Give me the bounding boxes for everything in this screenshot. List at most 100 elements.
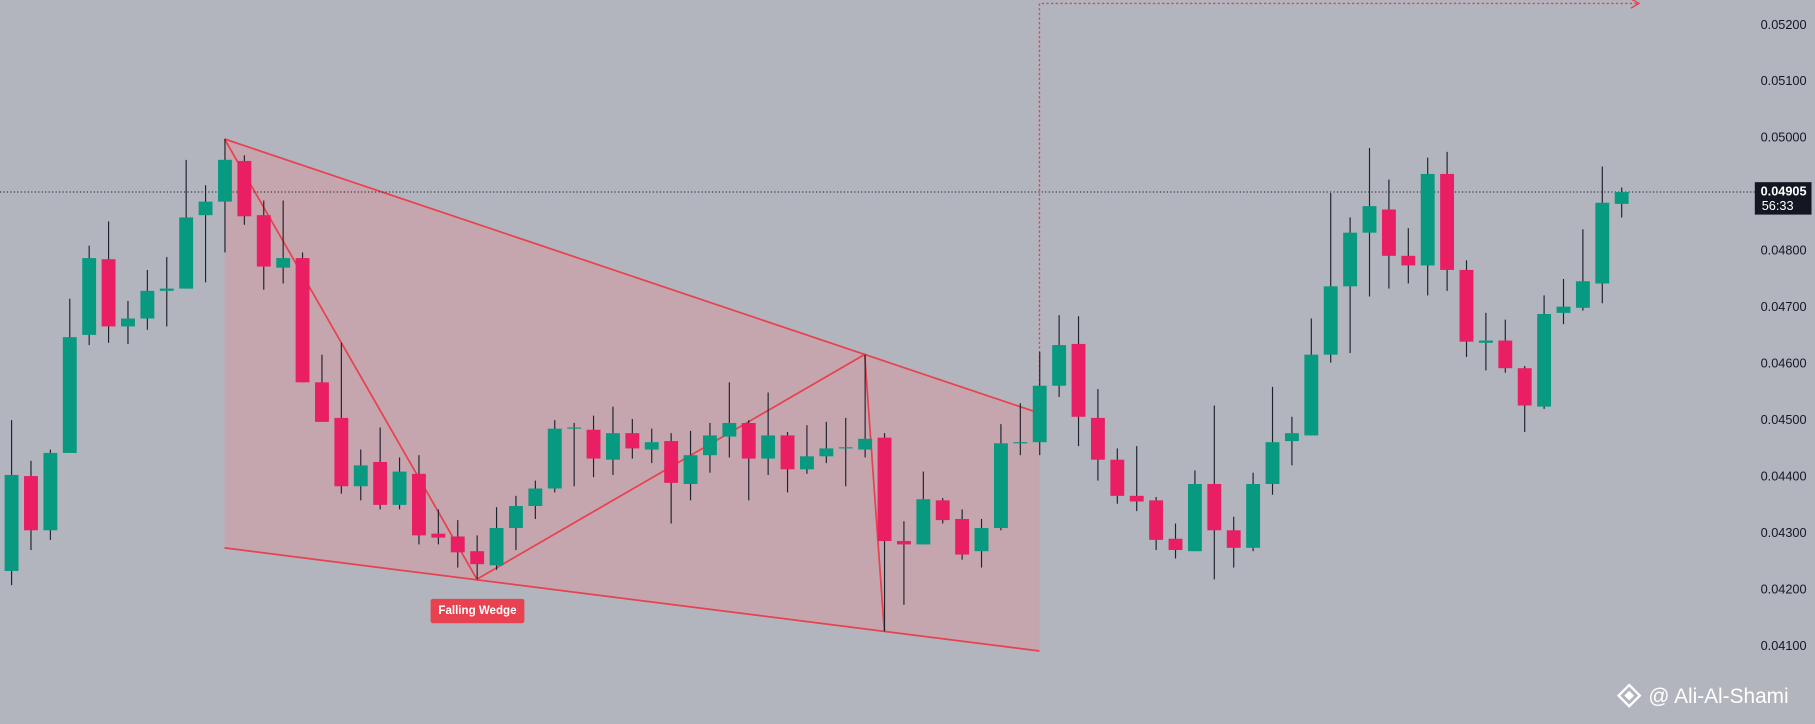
candle-body [664,441,679,483]
candle-body [43,452,58,531]
candle-body [644,442,659,450]
candle-body [741,422,756,459]
candle-body [780,435,795,470]
candle-body [1013,442,1028,444]
watermark-text: @ Ali-Al-Shami [1648,685,1788,708]
candle-body [819,448,834,457]
candle-body [489,528,504,566]
y-tick-label: 0.04600 [1761,356,1807,371]
candle-body [1323,286,1338,355]
candle-body [1343,232,1358,287]
candle-body [916,499,931,545]
candle-body [935,500,950,521]
y-tick-label: 0.04300 [1761,525,1807,540]
candle-body [1246,483,1261,548]
candle-body [256,215,271,267]
candle-body [1110,459,1125,496]
candle-body [509,506,523,529]
candle-body [4,474,19,571]
candle-body [121,318,135,327]
y-tick-label: 0.04500 [1761,412,1807,427]
candle-body [1575,281,1590,308]
candle-body [838,447,853,449]
pattern-drawing [223,0,1641,652]
candle-body [896,541,911,545]
candle-body [1459,269,1474,342]
candle-body [140,290,155,319]
candle-body [547,428,562,489]
y-tick-label: 0.04200 [1761,582,1807,597]
candle-body [1187,483,1202,552]
candle-body [799,456,814,470]
y-tick-label: 0.05000 [1761,130,1807,145]
candle-body [605,433,620,460]
candle-body [528,488,543,507]
candle-body [625,433,640,449]
target-projection [1038,2,1638,414]
candle-body [101,259,116,327]
candle-body [1381,209,1396,256]
candle-body [993,443,1008,529]
candle-body [237,160,252,217]
candle-body [567,427,582,429]
y-tick-label: 0.05100 [1761,73,1807,88]
annotation-text: Falling Wedge [438,605,517,617]
candle-body [1207,483,1222,531]
candle-body [1440,173,1455,270]
candle-body [1517,368,1532,406]
candle-body [373,461,388,505]
candle-body [295,258,310,383]
candle-body [1265,442,1280,484]
candle-body [82,258,97,335]
candle-body [1362,206,1377,233]
candle-body [470,551,485,565]
candle-body [1420,173,1435,266]
candle-body [450,536,465,553]
candle-body [1304,354,1319,436]
candle-body [1498,340,1513,369]
overlay: Falling Wedge @ Ali-Al-Shami 0.0490556:3… [430,182,1812,708]
y-tick-label: 0.04700 [1761,299,1807,314]
candle-body [702,435,717,456]
candle-body [276,258,291,268]
candle-body [761,435,776,459]
candle-body [1032,385,1047,443]
candle-body [858,438,873,450]
wedge-lower-line [224,547,1040,652]
target-arrow [1630,0,1641,9]
candle-body [24,476,38,531]
candle-body [198,201,213,216]
price-label-box [1754,182,1812,215]
y-tick-label: 0.04100 [1761,638,1807,653]
annotation-box [430,598,525,624]
candle-body [1401,255,1416,266]
watermark-logo [1616,683,1642,708]
candle-body [412,473,426,536]
candle-body [353,465,368,487]
y-tick-label: 0.04400 [1761,469,1807,484]
candle-body [1478,340,1493,343]
candle-body [392,471,407,505]
candle-body [974,528,989,552]
candle-body [1284,433,1299,442]
watermark-logo-inner [1624,690,1635,701]
candle-body [62,337,77,453]
price-label: 0.04905 [1761,183,1807,198]
candle-body [1168,538,1183,551]
y-tick-label: 0.05200 [1761,17,1807,32]
candle-body [1614,192,1629,204]
candle-body [159,288,174,291]
candle-body [586,429,601,459]
candle-body [1595,202,1610,284]
candle-body [431,533,446,538]
countdown-label: 56:33 [1762,198,1794,213]
candle-body [315,382,329,422]
candle-body [179,217,194,289]
candle-body [683,455,698,484]
watermark: @ Ali-Al-Shami [1616,683,1789,708]
candle-body [1052,345,1067,386]
candle-body [1537,313,1552,407]
candle-body [1226,530,1241,548]
